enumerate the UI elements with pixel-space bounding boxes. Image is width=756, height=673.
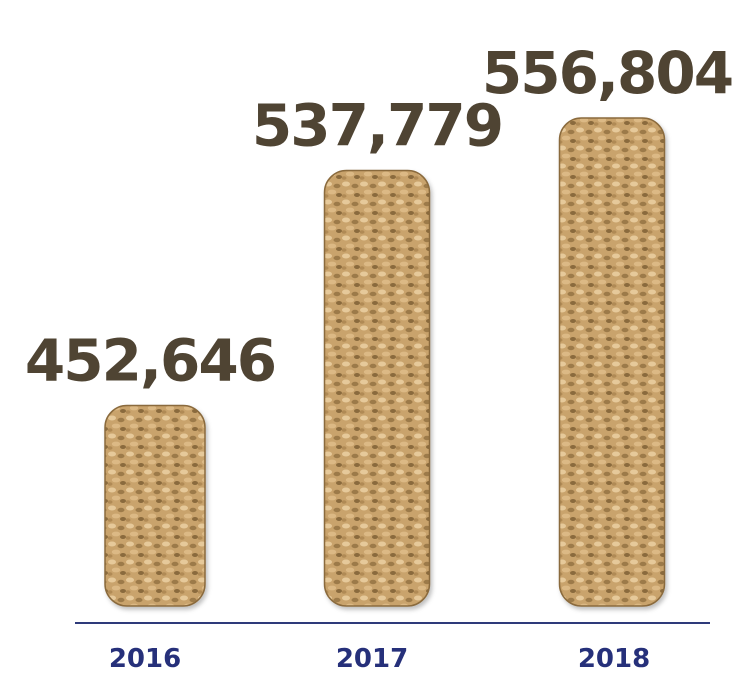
year-label-2018: 2018 [578, 644, 650, 673]
year-labels-group: 2016 2017 2018 [109, 644, 650, 673]
bar-2017 [323, 169, 431, 607]
value-label-2016: 452,646 [25, 326, 275, 394]
year-label-2016: 2016 [109, 644, 181, 673]
value-label-2018: 556,804 [482, 39, 732, 107]
bar-2018 [558, 117, 666, 607]
year-label-2017: 2017 [336, 644, 408, 673]
bars-group [104, 117, 666, 607]
value-label-2017: 537,779 [252, 92, 502, 160]
bar-2016 [104, 404, 206, 607]
